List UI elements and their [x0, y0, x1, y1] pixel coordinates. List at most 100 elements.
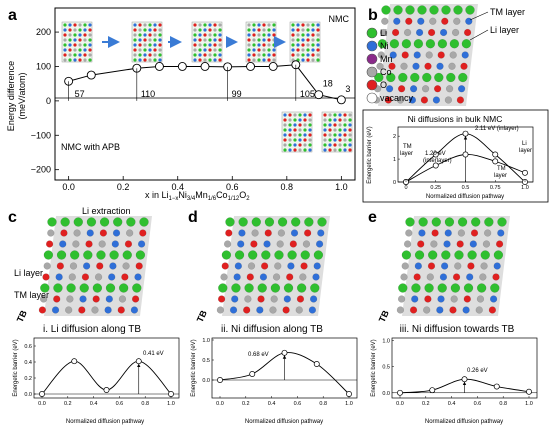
x-tick-label-a: 0.6 — [226, 182, 239, 192]
x-tick-label-a: 0.8 — [281, 182, 294, 192]
atom — [88, 28, 92, 32]
atom — [296, 38, 300, 42]
tm-atom — [231, 295, 239, 303]
li-atom — [444, 217, 455, 227]
tm-atom — [453, 17, 461, 25]
y-tick-label-a: 100 — [36, 61, 51, 71]
atom — [333, 138, 337, 142]
li-layer-label-b: Li layer — [490, 25, 519, 35]
x-tick-label: 0.0 — [396, 401, 404, 407]
tm-atom — [94, 273, 103, 281]
atom — [343, 133, 347, 137]
li-atom — [231, 283, 241, 293]
atom — [343, 118, 347, 122]
li-atom — [393, 5, 403, 15]
tm-atom — [393, 17, 401, 25]
tm-atom — [465, 17, 473, 25]
atom — [303, 148, 307, 152]
tm-atom — [408, 96, 417, 104]
panel-e: e TB iii. Ni diffusion towards TB 0.0 0.2… — [368, 209, 538, 425]
li-atom — [287, 250, 297, 260]
atom — [343, 148, 347, 152]
atom — [208, 28, 212, 32]
tm-atom — [490, 295, 498, 303]
tm-atom — [53, 295, 61, 303]
atom — [158, 33, 162, 37]
atom — [338, 143, 342, 147]
li-atom — [476, 283, 487, 293]
tm-atom — [440, 28, 448, 37]
tm-atom — [111, 240, 119, 248]
tm-atom — [286, 273, 294, 281]
atom — [88, 33, 92, 37]
tm-atom — [261, 262, 269, 270]
tm-atom — [449, 51, 457, 59]
atom — [303, 113, 307, 117]
atom — [83, 28, 87, 32]
atom — [193, 53, 197, 57]
panel-c: c Li extraction Li layer TM layer TB i. … — [8, 206, 180, 425]
tm-atom — [304, 229, 312, 237]
atom — [262, 53, 266, 57]
li-atom — [40, 283, 50, 293]
atom — [247, 53, 251, 57]
atom — [316, 58, 320, 62]
atom — [316, 38, 320, 42]
li-atom — [480, 250, 490, 260]
atom — [153, 33, 157, 37]
atom — [153, 43, 157, 47]
atom — [348, 133, 352, 137]
atom — [83, 48, 87, 52]
x-axis-label-d: Normalized diffusion pathway — [245, 419, 323, 425]
tb-label-e: TB — [377, 308, 391, 324]
tm-atom — [446, 85, 454, 93]
atom — [73, 33, 77, 37]
tm-atom — [121, 273, 129, 281]
atom — [311, 48, 315, 52]
panel-c-label: c — [8, 209, 17, 226]
tm-atom — [270, 295, 278, 303]
atom — [328, 133, 332, 137]
tm-atom — [396, 306, 405, 314]
tm-atom — [417, 240, 425, 248]
atom — [283, 133, 287, 137]
panel-d: d TB ii. Ni diffusion along TB 0.0 0.2 0.4… — [188, 209, 358, 425]
tm-atom — [463, 295, 471, 303]
tm-atom — [272, 273, 281, 281]
atom — [306, 33, 310, 37]
atom — [328, 118, 332, 122]
tm-atom — [38, 306, 47, 314]
atom — [323, 118, 327, 122]
atom — [306, 23, 310, 27]
atom — [323, 123, 327, 127]
li-atom — [247, 250, 258, 260]
li-atom — [424, 283, 434, 293]
tm-atom — [462, 306, 470, 314]
x-tick-label-a: 0.4 — [171, 182, 184, 192]
atom — [308, 148, 312, 152]
tm-atom — [456, 240, 464, 248]
tm-atom — [221, 262, 229, 270]
tm-atom — [417, 17, 425, 25]
tm-atom — [130, 306, 139, 314]
li-atom — [457, 217, 468, 227]
atom — [316, 23, 320, 27]
atom — [333, 143, 337, 147]
atom — [333, 128, 337, 132]
tm-atom — [73, 229, 81, 237]
atom — [316, 28, 320, 32]
atom — [218, 43, 222, 47]
y-axis-label-c: Energetic barrier (eV) — [13, 339, 19, 396]
atom — [348, 143, 352, 147]
legend-label: Li — [380, 28, 387, 38]
atom — [272, 23, 276, 27]
tm-atom — [425, 51, 433, 59]
atom — [213, 43, 217, 47]
atom — [333, 113, 337, 117]
li-atom — [79, 283, 89, 293]
li-layer-label-c: Li layer — [14, 268, 43, 278]
atom — [153, 38, 157, 42]
tm-atom — [452, 28, 460, 37]
atom — [267, 33, 271, 37]
li-atom — [86, 217, 97, 227]
